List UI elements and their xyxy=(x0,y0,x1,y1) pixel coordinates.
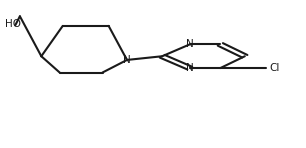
Text: N: N xyxy=(186,63,194,73)
Text: N: N xyxy=(186,39,194,49)
Text: Cl: Cl xyxy=(269,63,280,73)
Text: HO: HO xyxy=(5,19,21,29)
Text: N: N xyxy=(123,55,131,65)
